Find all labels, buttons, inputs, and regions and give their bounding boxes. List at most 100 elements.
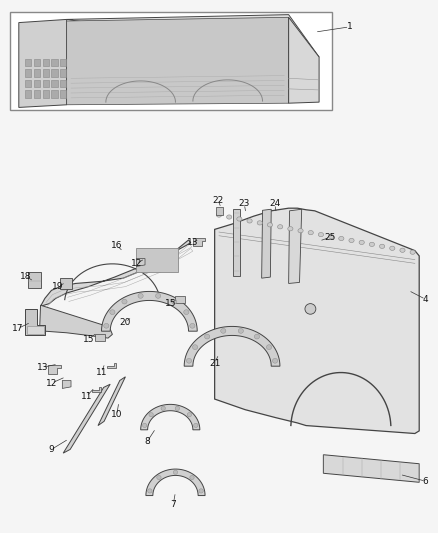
Ellipse shape [190, 324, 195, 328]
Bar [60, 91, 66, 98]
Polygon shape [28, 272, 41, 288]
Polygon shape [215, 208, 419, 433]
Text: 22: 22 [212, 196, 224, 205]
Ellipse shape [187, 413, 191, 417]
Text: 17: 17 [12, 324, 24, 333]
Ellipse shape [205, 334, 210, 339]
Ellipse shape [138, 294, 143, 298]
Ellipse shape [266, 345, 272, 350]
Bar [34, 91, 40, 98]
Text: 23: 23 [239, 199, 250, 208]
Text: 7: 7 [170, 499, 176, 508]
Text: 15: 15 [83, 335, 94, 344]
Polygon shape [176, 296, 185, 303]
Polygon shape [233, 209, 240, 276]
Text: 11: 11 [96, 368, 107, 377]
Ellipse shape [149, 413, 153, 417]
Bar [34, 69, 40, 77]
Polygon shape [25, 309, 45, 335]
Text: 13: 13 [187, 238, 199, 247]
Ellipse shape [247, 219, 252, 223]
Ellipse shape [155, 294, 161, 298]
Ellipse shape [216, 213, 222, 217]
Text: 10: 10 [111, 410, 123, 419]
Bar [34, 59, 40, 66]
Bar [51, 91, 57, 98]
Text: 4: 4 [423, 295, 428, 304]
Ellipse shape [267, 223, 272, 227]
Ellipse shape [278, 225, 283, 229]
Ellipse shape [173, 470, 178, 474]
Ellipse shape [254, 334, 260, 339]
Ellipse shape [305, 304, 316, 314]
Ellipse shape [410, 250, 415, 254]
Text: 11: 11 [81, 392, 92, 401]
Polygon shape [289, 17, 319, 103]
Ellipse shape [142, 423, 147, 427]
Ellipse shape [148, 489, 152, 493]
Polygon shape [98, 377, 125, 425]
Polygon shape [19, 19, 67, 108]
Text: 13: 13 [37, 363, 49, 372]
Ellipse shape [175, 406, 180, 410]
Text: 16: 16 [111, 241, 123, 250]
Bar [51, 69, 57, 77]
Bar [43, 91, 49, 98]
Polygon shape [27, 326, 44, 334]
Ellipse shape [194, 423, 198, 427]
Text: 8: 8 [144, 437, 150, 446]
Text: 1: 1 [347, 22, 353, 31]
Ellipse shape [238, 328, 244, 333]
Polygon shape [67, 17, 289, 105]
Ellipse shape [328, 235, 334, 239]
Text: 24: 24 [269, 199, 280, 208]
Bar [43, 80, 49, 87]
Bar [51, 59, 57, 66]
Text: 21: 21 [209, 359, 220, 367]
Text: 19: 19 [52, 282, 64, 291]
Ellipse shape [288, 227, 293, 231]
Polygon shape [92, 387, 102, 392]
Polygon shape [107, 363, 116, 368]
Polygon shape [141, 405, 200, 430]
Ellipse shape [369, 243, 374, 246]
Polygon shape [67, 14, 319, 57]
Polygon shape [215, 207, 223, 215]
Polygon shape [63, 384, 110, 453]
Text: 9: 9 [49, 445, 54, 454]
Polygon shape [48, 365, 60, 374]
Polygon shape [60, 278, 72, 289]
Text: 6: 6 [423, 477, 429, 486]
Polygon shape [289, 209, 302, 284]
Polygon shape [323, 455, 419, 482]
Ellipse shape [308, 231, 313, 235]
Text: 18: 18 [20, 271, 31, 280]
Bar [25, 91, 32, 98]
Bar [25, 69, 32, 77]
Text: 12: 12 [131, 260, 142, 268]
Ellipse shape [184, 310, 189, 314]
Polygon shape [40, 305, 113, 338]
Bar [43, 59, 49, 66]
Ellipse shape [349, 238, 354, 243]
Ellipse shape [379, 244, 385, 248]
Bar [60, 80, 66, 87]
Ellipse shape [257, 221, 262, 225]
Ellipse shape [157, 475, 161, 480]
Bar [60, 69, 66, 77]
Text: 20: 20 [120, 318, 131, 327]
Text: 15: 15 [166, 299, 177, 308]
Ellipse shape [226, 215, 232, 219]
Bar [43, 69, 49, 77]
Ellipse shape [237, 217, 242, 221]
Ellipse shape [400, 248, 405, 252]
Bar [25, 80, 32, 87]
Bar [25, 59, 32, 66]
Ellipse shape [199, 489, 203, 493]
Ellipse shape [359, 240, 364, 245]
Bar [60, 59, 66, 66]
Polygon shape [62, 381, 71, 389]
Polygon shape [193, 238, 205, 246]
Polygon shape [102, 292, 197, 331]
Ellipse shape [272, 358, 278, 363]
